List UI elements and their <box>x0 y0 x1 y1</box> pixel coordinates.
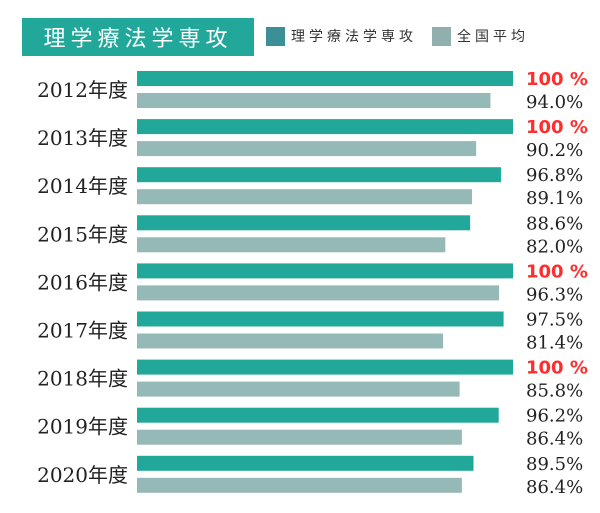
value-label-series1: 100 % <box>526 117 588 138</box>
bar-series2 <box>137 93 491 108</box>
bar-series1 <box>137 263 513 279</box>
category-label: 2015年度 <box>37 222 128 246</box>
value-label-series2: 86.4% <box>526 477 583 498</box>
value-label-series1: 96.8% <box>526 165 583 186</box>
value-label-series2: 89.1% <box>526 188 583 209</box>
bar-series2 <box>137 333 444 349</box>
legend-swatch-series1 <box>266 26 285 46</box>
category-label: 2018年度 <box>37 367 128 391</box>
bar-series1 <box>137 167 501 183</box>
value-label-series2: 82.0% <box>526 236 583 257</box>
bar-series1 <box>137 455 474 471</box>
legend-item-series2: 全国平均 <box>432 26 529 46</box>
value-label-series2: 86.4% <box>526 429 583 450</box>
bar-series2 <box>137 381 460 397</box>
value-label-series2: 94.0% <box>526 92 583 113</box>
value-label-series2: 90.2% <box>526 140 583 161</box>
bar-series2 <box>137 141 477 157</box>
bar-series1 <box>137 407 499 423</box>
value-label-series1: 100 % <box>526 261 588 282</box>
bar-series2 <box>137 189 473 205</box>
value-label-series1: 100 % <box>526 358 588 379</box>
bar-series1 <box>137 215 471 231</box>
category-label: 2019年度 <box>37 415 128 439</box>
legend-swatch-series2 <box>432 26 451 46</box>
value-label-series1: 96.2% <box>526 406 583 427</box>
bar-series1 <box>137 119 513 135</box>
value-label-series1: 97.5% <box>526 310 583 331</box>
bar-series1 <box>137 359 513 375</box>
value-label-series2: 96.3% <box>526 284 583 305</box>
legend-item-series1: 理学療法学専攻 <box>266 26 417 46</box>
value-label-series1: 100 % <box>526 69 588 90</box>
value-label-series1: 88.6% <box>526 213 583 234</box>
category-label: 2012年度 <box>37 78 128 102</box>
bar-series2 <box>137 237 446 253</box>
bar-series2 <box>137 477 462 493</box>
category-label: 2020年度 <box>37 463 128 487</box>
bar-series1 <box>137 311 504 327</box>
category-label: 2014年度 <box>37 174 128 198</box>
chart-title: 理学療法学専攻 <box>22 18 254 56</box>
category-label: 2016年度 <box>37 270 128 294</box>
bar-series2 <box>137 429 462 445</box>
legend-label-series2: 全国平均 <box>457 29 529 45</box>
value-label-series2: 81.4% <box>526 333 583 354</box>
category-label: 2013年度 <box>37 126 128 150</box>
value-label-series2: 85.8% <box>526 381 583 402</box>
legend-label-series1: 理学療法学専攻 <box>291 29 417 45</box>
value-label-series1: 89.5% <box>526 454 583 475</box>
bar-series1 <box>137 71 513 86</box>
category-label: 2017年度 <box>37 319 128 343</box>
bar-series2 <box>137 285 500 301</box>
